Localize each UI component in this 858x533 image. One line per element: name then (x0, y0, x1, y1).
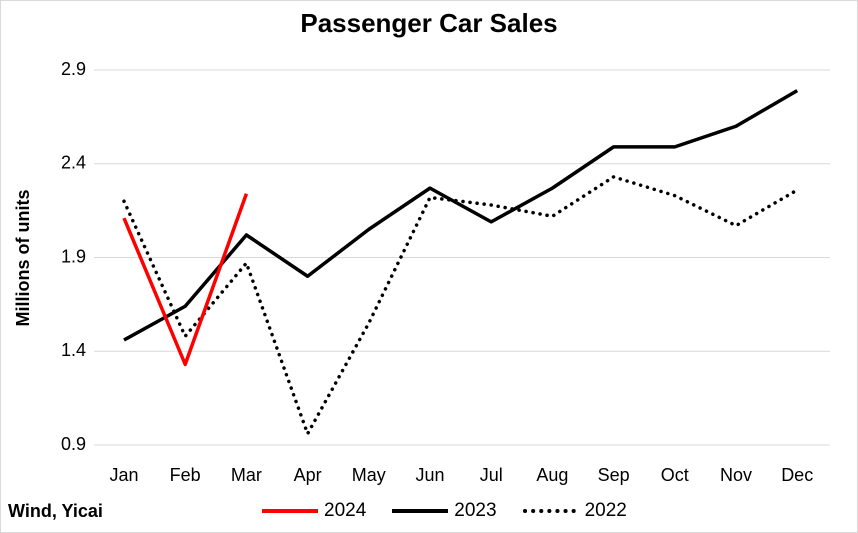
series-line-2022 (122, 175, 799, 436)
chart-title: Passenger Car Sales (300, 8, 558, 38)
x-tick-labels: Jan Feb Mar Apr May Jun Jul Aug Sep Oct Nov Dec (109, 465, 813, 485)
legend-swatch-2024 (262, 509, 318, 513)
y-tick-label: 1.4 (61, 340, 86, 360)
legend-item-2022: 2022 (522, 500, 627, 522)
y-tick-labels: 0.9 1.4 1.9 2.4 2.9 (61, 59, 86, 454)
x-tick-label: Oct (661, 465, 689, 485)
x-tick-label: Mar (231, 465, 262, 485)
x-tick-label: Aug (536, 465, 568, 485)
x-tick-label: May (352, 465, 386, 485)
legend-swatch-2022 (522, 509, 579, 513)
x-tick-label: Jun (415, 465, 444, 485)
x-tick-label: Dec (781, 465, 813, 485)
x-tick-label: Apr (294, 465, 322, 485)
legend-swatch-2023 (392, 509, 449, 513)
legend-label-2023: 2023 (454, 500, 497, 521)
y-tick-label: 2.4 (61, 153, 86, 173)
y-axis-label: Millions of units (13, 190, 33, 327)
x-tick-label: Jan (109, 465, 138, 485)
series-lines (122, 89, 799, 436)
y-tick-label: 2.9 (61, 59, 86, 79)
source-note: Wind, Yicai (8, 501, 103, 521)
x-tick-label: Jul (480, 465, 503, 485)
legend-item-2024: 2024 (262, 500, 366, 522)
series-line-2023 (123, 89, 799, 342)
series-line-2024 (122, 193, 249, 367)
legend-item-2023: 2023 (392, 500, 497, 522)
y-tick-label: 0.9 (61, 434, 86, 454)
gridlines (94, 69, 830, 446)
legend: 2024 2023 2022 (262, 500, 653, 522)
legend-label-2022: 2022 (584, 500, 627, 521)
x-tick-label: Nov (720, 465, 752, 485)
legend-label-2024: 2024 (324, 500, 367, 521)
x-tick-label: Sep (598, 465, 630, 485)
y-tick-label: 1.9 (61, 246, 86, 266)
x-tick-label: Feb (170, 465, 201, 485)
